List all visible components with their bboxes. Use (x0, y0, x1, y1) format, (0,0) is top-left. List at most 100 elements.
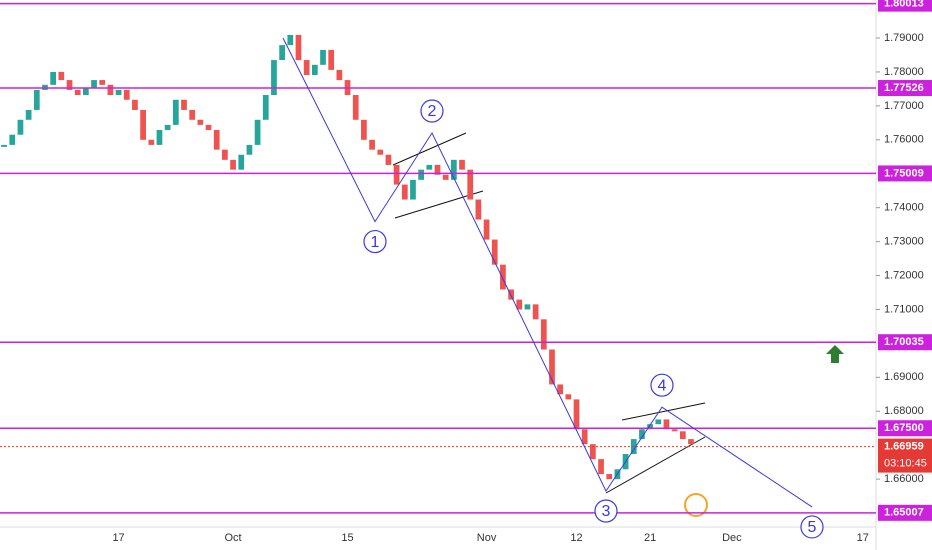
x-tick-label: Oct (224, 532, 241, 544)
channel-line (392, 132, 467, 166)
wave-label: 1 (371, 234, 380, 251)
candle (475, 199, 482, 220)
candle (17, 119, 24, 135)
candle (352, 95, 359, 120)
level-label-box (878, 420, 932, 437)
candle (516, 299, 523, 310)
level-label: 1.67500 (884, 422, 924, 434)
y-tick-label: 1.66000 (884, 473, 924, 485)
level-label-box (878, 334, 932, 351)
candle (66, 80, 73, 90)
candle (549, 349, 555, 385)
level-label: 1.65007 (884, 507, 924, 519)
x-tick-label: 17 (857, 532, 869, 544)
candle (663, 419, 670, 430)
candle (148, 139, 155, 145)
candle (213, 129, 220, 150)
candle (50, 71, 57, 85)
wave-label-circle (420, 99, 444, 123)
wave-label-circle (594, 499, 618, 523)
y-tick-label: 1.69000 (884, 371, 924, 383)
candle (197, 119, 204, 125)
candle (279, 45, 285, 61)
candle (295, 34, 302, 61)
candle (164, 124, 171, 130)
level-label-box (878, 0, 932, 12)
candle (418, 169, 425, 180)
x-tick-label: 15 (341, 532, 353, 544)
y-tick-label: 1.79000 (884, 32, 924, 44)
candle (1, 144, 7, 147)
candle (271, 60, 277, 96)
candle (401, 184, 408, 200)
last-price-box (878, 438, 932, 473)
candle (385, 154, 392, 165)
candle (140, 109, 146, 140)
x-tick-label: 12 (570, 532, 582, 544)
level-label: 1.80013 (884, 0, 924, 10)
wave-label-circle (800, 515, 824, 539)
candle (189, 109, 196, 120)
candle (222, 149, 228, 160)
candle (320, 49, 326, 65)
event-icon (684, 493, 708, 517)
up-arrow-icon (826, 345, 844, 363)
candle (336, 69, 343, 81)
wave-label-circle (650, 373, 674, 397)
candle (426, 164, 433, 170)
level-label: 1.75009 (884, 167, 924, 179)
candle (442, 174, 449, 180)
level-label: 1.70035 (884, 336, 924, 348)
candle (467, 169, 474, 200)
candle (581, 429, 588, 445)
y-tick-label: 1.76000 (884, 134, 924, 146)
last-price-label: 1.66959 (884, 441, 924, 453)
candle (410, 179, 416, 200)
candle (58, 71, 65, 81)
candle (565, 394, 572, 400)
candle (606, 474, 613, 480)
candle (361, 119, 367, 140)
candle (115, 89, 122, 96)
wave-label: 2 (428, 103, 437, 120)
candle (25, 109, 32, 120)
y-tick-label: 1.68000 (884, 405, 924, 417)
y-tick-label: 1.74000 (884, 202, 924, 214)
y-tick-label: 1.73000 (884, 236, 924, 248)
candle (532, 304, 539, 320)
candle (262, 95, 269, 120)
candle (230, 159, 236, 170)
candle (647, 424, 653, 430)
wave-line (282, 37, 813, 508)
candle (83, 87, 89, 96)
candle (181, 99, 187, 110)
candle (238, 154, 245, 170)
candle (671, 429, 678, 432)
candle (434, 164, 441, 175)
level-label-box (878, 165, 932, 182)
candle (639, 429, 645, 440)
candle (679, 431, 686, 440)
candle (540, 319, 547, 350)
candle (33, 89, 40, 110)
countdown: 03:10:45 (884, 458, 927, 470)
wave-label: 4 (658, 377, 667, 394)
x-tick-label: Dec (722, 532, 742, 544)
x-tick-label: Nov (477, 532, 497, 544)
wave-label: 3 (602, 503, 611, 520)
candle (156, 129, 163, 145)
level-label-box (878, 80, 932, 97)
wave-label-circle (363, 229, 387, 254)
candle (500, 264, 506, 290)
candle (524, 304, 531, 310)
y-tick-label: 1.77000 (884, 100, 924, 112)
candle (393, 164, 400, 185)
candle (74, 89, 81, 96)
y-tick-label: 1.72000 (884, 269, 924, 281)
candle (491, 239, 498, 265)
candle (311, 64, 318, 75)
x-tick-label: 21 (644, 532, 656, 544)
candle (123, 89, 130, 100)
